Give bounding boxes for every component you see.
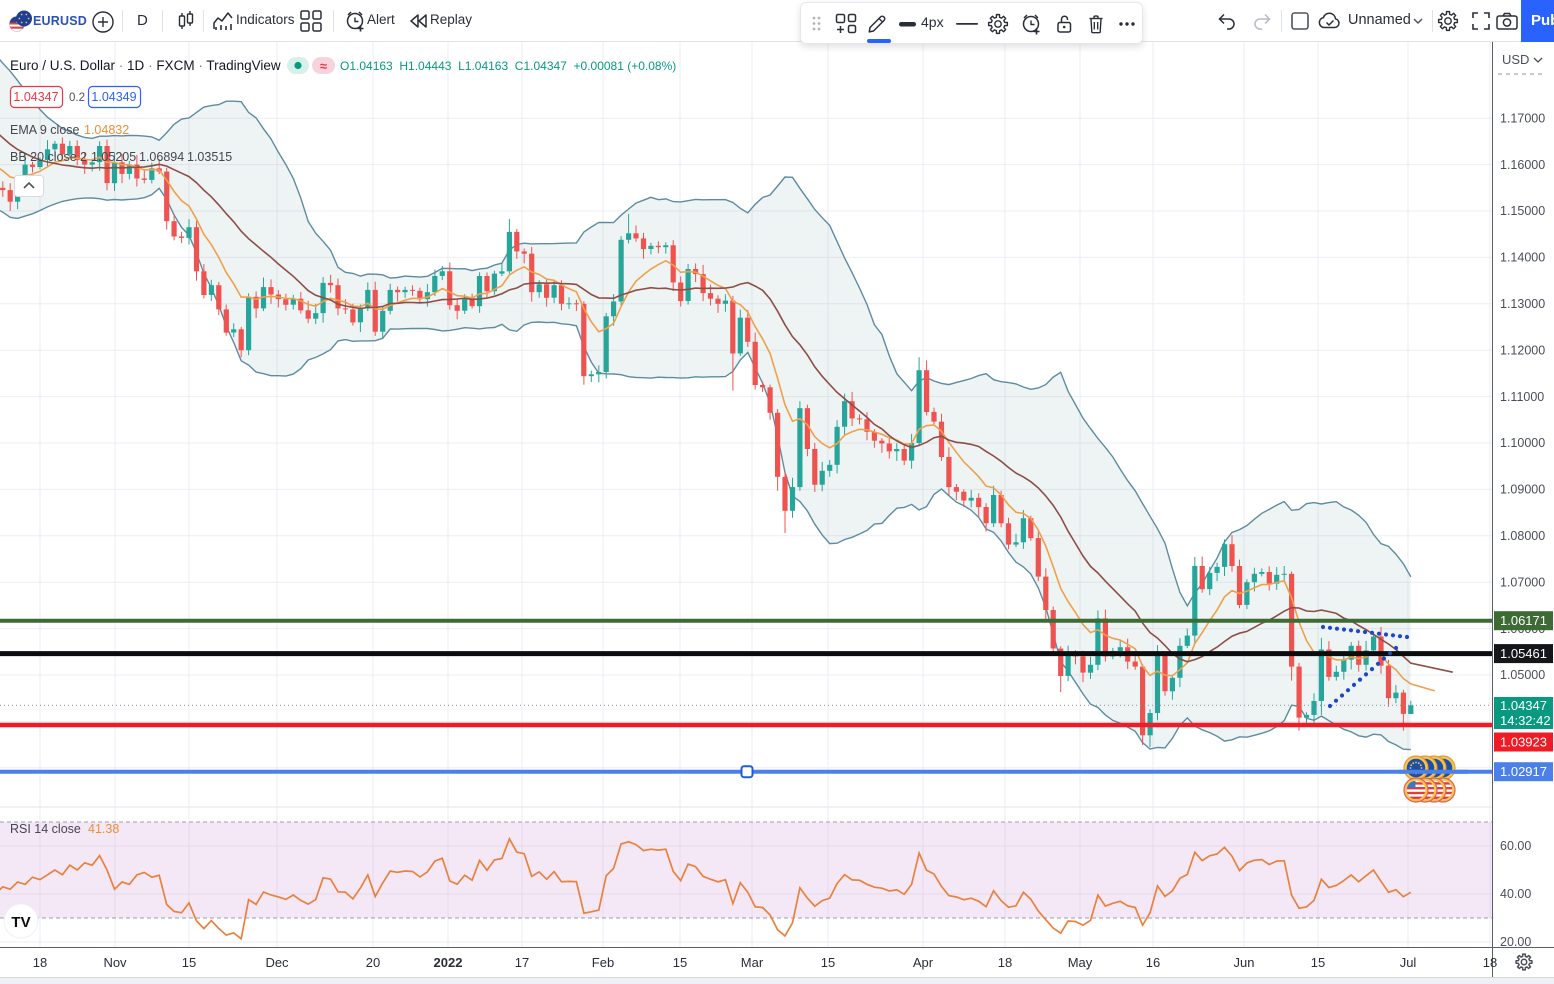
svg-text:Apr: Apr [913, 955, 934, 970]
svg-text:1.07000: 1.07000 [1500, 575, 1545, 589]
svg-text:20.00: 20.00 [1500, 935, 1531, 949]
svg-text:1.03515: 1.03515 [187, 150, 232, 164]
svg-text:Euro / U.S. Dollar · 1D · FXCM: Euro / U.S. Dollar · 1D · FXCM · Trading… [10, 58, 281, 73]
svg-text:1.08000: 1.08000 [1500, 529, 1545, 543]
svg-text:16: 16 [1146, 955, 1160, 970]
svg-text:18: 18 [1483, 955, 1497, 970]
svg-text:EMA 9 close: EMA 9 close [10, 123, 80, 137]
svg-text:Mar: Mar [741, 955, 764, 970]
svg-text:1.12000: 1.12000 [1500, 343, 1545, 357]
svg-text:O1.04163 H1.04443 L1.04163: O1.04163 H1.04443 L1.04163 C1.04347 +0.0… [340, 59, 676, 73]
svg-text:1.04832: 1.04832 [84, 123, 129, 137]
svg-text:60.00: 60.00 [1500, 839, 1531, 853]
svg-text:15: 15 [673, 955, 687, 970]
svg-text:1.04349: 1.04349 [91, 90, 136, 104]
svg-text:1.05000: 1.05000 [1500, 668, 1545, 682]
svg-text:1.04347: 1.04347 [13, 90, 58, 104]
svg-text:1.06171: 1.06171 [1500, 613, 1547, 628]
svg-text:1.13000: 1.13000 [1500, 297, 1545, 311]
svg-text:≈: ≈ [320, 59, 327, 74]
svg-text:1.14000: 1.14000 [1500, 251, 1545, 265]
svg-text:1.04347: 1.04347 [1500, 698, 1547, 713]
svg-text:1.03923: 1.03923 [1500, 735, 1547, 750]
svg-text:Jul: Jul [1400, 955, 1417, 970]
svg-text:1.05205: 1.05205 [91, 150, 136, 164]
svg-text:1.05461: 1.05461 [1500, 646, 1547, 661]
svg-text:1.15000: 1.15000 [1500, 204, 1545, 218]
svg-text:2022: 2022 [434, 955, 463, 970]
svg-text:May: May [1068, 955, 1093, 970]
svg-text:0.2: 0.2 [69, 92, 85, 104]
svg-text:15: 15 [182, 955, 196, 970]
svg-text:15: 15 [821, 955, 835, 970]
svg-text:1.09000: 1.09000 [1500, 483, 1545, 497]
svg-text:1.02917: 1.02917 [1500, 764, 1547, 779]
svg-text:15: 15 [1311, 955, 1325, 970]
svg-text:1.17000: 1.17000 [1500, 111, 1545, 125]
svg-text:41.38: 41.38 [88, 822, 119, 836]
svg-text:14:32:42: 14:32:42 [1500, 713, 1551, 728]
svg-text:BB 20 close 2: BB 20 close 2 [10, 150, 87, 164]
svg-text:18: 18 [33, 955, 47, 970]
svg-text:RSI 14 close: RSI 14 close [10, 822, 81, 836]
svg-text:TV: TV [11, 914, 30, 931]
svg-text:1.11000: 1.11000 [1500, 390, 1544, 404]
svg-text:1.16000: 1.16000 [1500, 158, 1545, 172]
svg-text:Nov: Nov [103, 955, 127, 970]
svg-text:Feb: Feb [592, 955, 614, 970]
svg-text:18: 18 [998, 955, 1012, 970]
svg-text:Dec: Dec [265, 955, 289, 970]
svg-text:20: 20 [366, 955, 380, 970]
svg-text:17: 17 [515, 955, 529, 970]
svg-text:1.06894: 1.06894 [139, 150, 184, 164]
svg-text:1.10000: 1.10000 [1500, 436, 1545, 450]
svg-text:40.00: 40.00 [1500, 887, 1531, 901]
svg-text:USD: USD [1502, 52, 1529, 67]
svg-text:Jun: Jun [1234, 955, 1255, 970]
